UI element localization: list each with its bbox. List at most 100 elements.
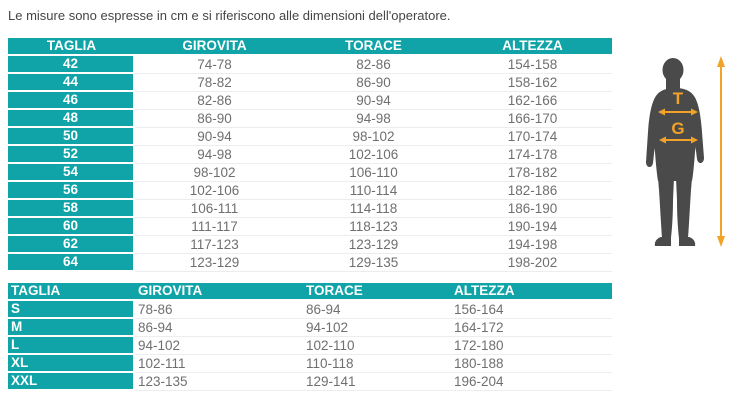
measure-cell: 162-166 bbox=[453, 92, 612, 110]
measure-cell: 182-186 bbox=[453, 182, 612, 200]
girovita-label: G bbox=[671, 119, 684, 138]
table-row: 62 117-123 123-129 194-198 bbox=[8, 236, 612, 254]
measure-cell: 86-94 bbox=[303, 301, 451, 319]
size-cell: 44 bbox=[8, 74, 135, 92]
measure-cell: 74-78 bbox=[135, 56, 294, 74]
measure-cell: 129-141 bbox=[303, 373, 451, 391]
measure-cell: 117-123 bbox=[135, 236, 294, 254]
measure-cell: 94-98 bbox=[294, 110, 453, 128]
column-header-girovita: GIROVITA bbox=[135, 38, 294, 56]
measure-cell: 78-86 bbox=[135, 301, 303, 319]
table-row: S 78-86 86-94 156-164 bbox=[8, 301, 612, 319]
measure-cell: 114-118 bbox=[294, 200, 453, 218]
header-row: TAGLIA GIROVITA TORACE ALTEZZA bbox=[8, 38, 612, 56]
header-row: TAGLIA GIROVITA TORACE ALTEZZA bbox=[8, 283, 612, 301]
measure-cell: 166-170 bbox=[453, 110, 612, 128]
measure-cell: 102-106 bbox=[135, 182, 294, 200]
table-row: M 86-94 94-102 164-172 bbox=[8, 319, 612, 337]
measure-cell: 111-117 bbox=[135, 218, 294, 236]
column-header-altezza: ALTEZZA bbox=[453, 38, 612, 56]
measure-cell: 90-94 bbox=[294, 92, 453, 110]
measure-cell: 180-188 bbox=[451, 355, 612, 373]
size-cell: 48 bbox=[8, 110, 135, 128]
measure-cell: 129-135 bbox=[294, 254, 453, 272]
torace-label: T bbox=[673, 89, 684, 108]
measure-cell: 194-198 bbox=[453, 236, 612, 254]
measure-cell: 98-102 bbox=[135, 164, 294, 182]
measure-cell: 190-194 bbox=[453, 218, 612, 236]
measure-cell: 156-164 bbox=[451, 301, 612, 319]
table-row: 46 82-86 90-94 162-166 bbox=[8, 92, 612, 110]
size-cell: 60 bbox=[8, 218, 135, 236]
table-row: XL 102-111 110-118 180-188 bbox=[8, 355, 612, 373]
operator-figure: T G bbox=[646, 56, 725, 247]
measure-cell: 170-174 bbox=[453, 128, 612, 146]
girovita-arrow-icon bbox=[659, 136, 698, 144]
size-cell: XL bbox=[8, 355, 135, 373]
measure-cell: 98-102 bbox=[294, 128, 453, 146]
measure-cell: 164-172 bbox=[451, 319, 612, 337]
table-row: L 94-102 102-110 172-180 bbox=[8, 337, 612, 355]
size-cell: S bbox=[8, 301, 135, 319]
measure-cell: 154-158 bbox=[453, 56, 612, 74]
table-row: 58 106-111 114-118 186-190 bbox=[8, 200, 612, 218]
measure-cell: 86-94 bbox=[135, 319, 303, 337]
measure-cell: 196-204 bbox=[451, 373, 612, 391]
table-row: 50 90-94 98-102 170-174 bbox=[8, 128, 612, 146]
measure-note: Le misure sono espresse in cm e si rifer… bbox=[8, 8, 451, 23]
measure-cell: 102-110 bbox=[303, 337, 451, 355]
table-row: 60 111-117 118-123 190-194 bbox=[8, 218, 612, 236]
measure-cell: 172-180 bbox=[451, 337, 612, 355]
column-header-taglia: TAGLIA bbox=[8, 283, 135, 301]
table-row: 48 86-90 94-98 166-170 bbox=[8, 110, 612, 128]
measure-cell: 82-86 bbox=[294, 56, 453, 74]
measure-cell: 186-190 bbox=[453, 200, 612, 218]
measure-cell: 94-98 bbox=[135, 146, 294, 164]
measure-cell: 102-111 bbox=[135, 355, 303, 373]
measure-cell: 158-162 bbox=[453, 74, 612, 92]
measure-cell: 110-114 bbox=[294, 182, 453, 200]
measure-cell: 90-94 bbox=[135, 128, 294, 146]
measure-cell: 123-129 bbox=[294, 236, 453, 254]
measure-cell: 102-106 bbox=[294, 146, 453, 164]
person-silhouette-icon bbox=[646, 58, 704, 246]
table-row: 44 78-82 86-90 158-162 bbox=[8, 74, 612, 92]
measure-cell: 106-110 bbox=[294, 164, 453, 182]
measure-cell: 106-111 bbox=[135, 200, 294, 218]
measure-cell: 86-90 bbox=[135, 110, 294, 128]
measure-cell: 118-123 bbox=[294, 218, 453, 236]
size-cell: M bbox=[8, 319, 135, 337]
size-cell: 64 bbox=[8, 254, 135, 272]
measure-cell: 178-182 bbox=[453, 164, 612, 182]
measure-cell: 94-102 bbox=[303, 319, 451, 337]
size-table-numeric: TAGLIA GIROVITA TORACE ALTEZZA 42 74-78 82-86 1… bbox=[8, 38, 612, 272]
size-cell: L bbox=[8, 337, 135, 355]
column-header-torace: TORACE bbox=[294, 38, 453, 56]
size-cell: 52 bbox=[8, 146, 135, 164]
size-table-letter: TAGLIA GIROVITA TORACE ALTEZZA S 78-86 86-94 15… bbox=[8, 283, 612, 391]
table-row: 52 94-98 102-106 174-178 bbox=[8, 146, 612, 164]
measure-cell: 110-118 bbox=[303, 355, 451, 373]
table-row: 54 98-102 106-110 178-182 bbox=[8, 164, 612, 182]
column-header-altezza: ALTEZZA bbox=[451, 283, 612, 301]
size-cell: 46 bbox=[8, 92, 135, 110]
size-cell: 50 bbox=[8, 128, 135, 146]
torace-arrow-icon bbox=[658, 108, 698, 116]
column-header-taglia: TAGLIA bbox=[8, 38, 135, 56]
size-cell: 56 bbox=[8, 182, 135, 200]
column-header-girovita: GIROVITA bbox=[135, 283, 303, 301]
measure-cell: 82-86 bbox=[135, 92, 294, 110]
measure-cell: 86-90 bbox=[294, 74, 453, 92]
size-cell: 54 bbox=[8, 164, 135, 182]
measure-cell: 78-82 bbox=[135, 74, 294, 92]
table-row: 42 74-78 82-86 154-158 bbox=[8, 56, 612, 74]
height-arrow-icon bbox=[717, 56, 725, 247]
table-row: 56 102-106 110-114 182-186 bbox=[8, 182, 612, 200]
size-cell: 62 bbox=[8, 236, 135, 254]
table-row: 64 123-129 129-135 198-202 bbox=[8, 254, 612, 272]
measure-cell: 123-135 bbox=[135, 373, 303, 391]
size-cell: 58 bbox=[8, 200, 135, 218]
size-cell: 42 bbox=[8, 56, 135, 74]
column-header-torace: TORACE bbox=[303, 283, 451, 301]
